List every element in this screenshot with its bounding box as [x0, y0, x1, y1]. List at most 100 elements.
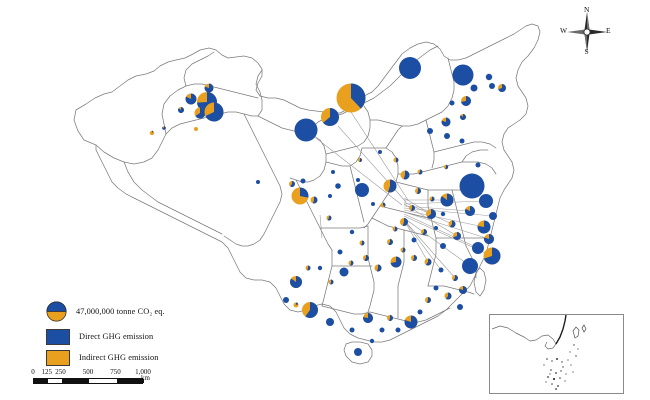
pie	[291, 187, 309, 205]
pie-base	[485, 73, 493, 81]
pie-base	[472, 242, 484, 254]
pie-wedge-direct	[290, 181, 295, 188]
pie	[417, 309, 423, 315]
leader-line	[403, 207, 494, 217]
pie-wedge-direct	[418, 169, 423, 175]
pie	[305, 265, 311, 271]
leader-line	[403, 209, 485, 228]
pie	[421, 229, 427, 235]
pie	[194, 127, 198, 131]
pie	[387, 239, 394, 246]
pie	[310, 196, 318, 204]
pie-wedge-direct	[178, 107, 184, 113]
pie	[328, 279, 334, 285]
pie	[444, 292, 452, 300]
pie-base	[326, 318, 334, 326]
pie	[335, 183, 341, 189]
pie-base	[335, 183, 341, 189]
pie	[440, 243, 446, 249]
compass-south-label: S	[584, 47, 589, 56]
pie-base	[449, 100, 455, 106]
pie-wedge-direct	[152, 130, 154, 133]
pie-base	[470, 84, 478, 92]
pie	[302, 302, 318, 318]
pie	[415, 188, 422, 194]
pie	[283, 297, 289, 303]
pie	[400, 170, 410, 180]
pie	[326, 215, 332, 221]
pie-base	[256, 180, 260, 184]
legend: 47,000,000 tonne CO₂ eq. Direct GHG emis…	[46, 300, 261, 369]
pie	[349, 229, 355, 235]
pie-base	[440, 243, 446, 249]
pie	[438, 267, 444, 273]
pie-wedge-direct	[427, 297, 431, 303]
pie-wedge-direct	[290, 276, 302, 289]
pie	[317, 265, 323, 271]
pie-wedge-direct	[383, 202, 386, 208]
pie-base	[433, 285, 439, 291]
pie	[425, 297, 431, 303]
scale-tick-label: 1,000	[135, 368, 151, 376]
pie-base	[438, 267, 444, 273]
pie	[349, 327, 355, 333]
leader-line	[403, 217, 471, 267]
pie-wedge-direct	[387, 179, 397, 193]
pie-base	[369, 338, 375, 344]
pie-base	[283, 297, 289, 303]
pie	[453, 232, 461, 240]
scale-tick-label: 500	[82, 368, 94, 376]
scale-tick-label: 0	[31, 368, 35, 376]
pie	[149, 130, 155, 136]
pie-base	[328, 194, 332, 198]
pie-wedge-direct	[296, 302, 299, 305]
scale-bar: 0 125 250 500 750 1,000 km	[31, 368, 163, 384]
leader-line	[315, 137, 403, 206]
pie	[485, 73, 493, 81]
pie-wedge-direct	[185, 93, 197, 105]
pie	[470, 84, 478, 92]
pie-base	[331, 170, 335, 174]
pie-base	[317, 265, 323, 271]
pie-base	[475, 162, 481, 168]
compass-star-icon	[567, 12, 607, 52]
pie	[355, 183, 369, 197]
pie	[256, 180, 260, 184]
pie-wedge-direct	[430, 196, 435, 202]
pie-displaced	[321, 108, 339, 126]
pie	[452, 275, 458, 282]
pie-base	[452, 64, 474, 86]
compass-east-label: E	[606, 26, 611, 35]
pie-wedge-direct	[394, 226, 398, 232]
scale-bar-ticks: 0 125 250 500 750 1,000	[31, 368, 163, 377]
pie	[417, 169, 423, 175]
pie	[374, 264, 382, 272]
pie-base	[457, 304, 463, 310]
pie-base	[337, 249, 343, 255]
pie-base	[349, 229, 355, 235]
pie	[498, 84, 506, 93]
pie-wedge-direct	[350, 260, 354, 266]
pie-wedge-direct	[330, 279, 334, 285]
pie-base	[462, 258, 478, 274]
pie-wedge-direct	[312, 196, 318, 204]
pie	[354, 348, 362, 356]
pie	[328, 194, 332, 198]
scale-tick-label: 750	[110, 368, 121, 376]
pie	[409, 205, 415, 211]
scale-tick-label: 125	[41, 368, 53, 376]
pie-wedge-direct	[205, 102, 224, 122]
pie-wedge-direct	[327, 215, 332, 221]
pie	[444, 133, 450, 139]
pie	[411, 237, 417, 243]
leader-lines	[205, 101, 494, 279]
pie-base	[354, 348, 362, 356]
pie	[395, 327, 401, 333]
pie	[379, 327, 385, 333]
pie	[489, 83, 495, 89]
pie	[290, 276, 302, 289]
pie	[400, 247, 406, 253]
pie	[443, 164, 449, 170]
leader-line	[350, 111, 409, 201]
leader-line	[403, 219, 456, 279]
